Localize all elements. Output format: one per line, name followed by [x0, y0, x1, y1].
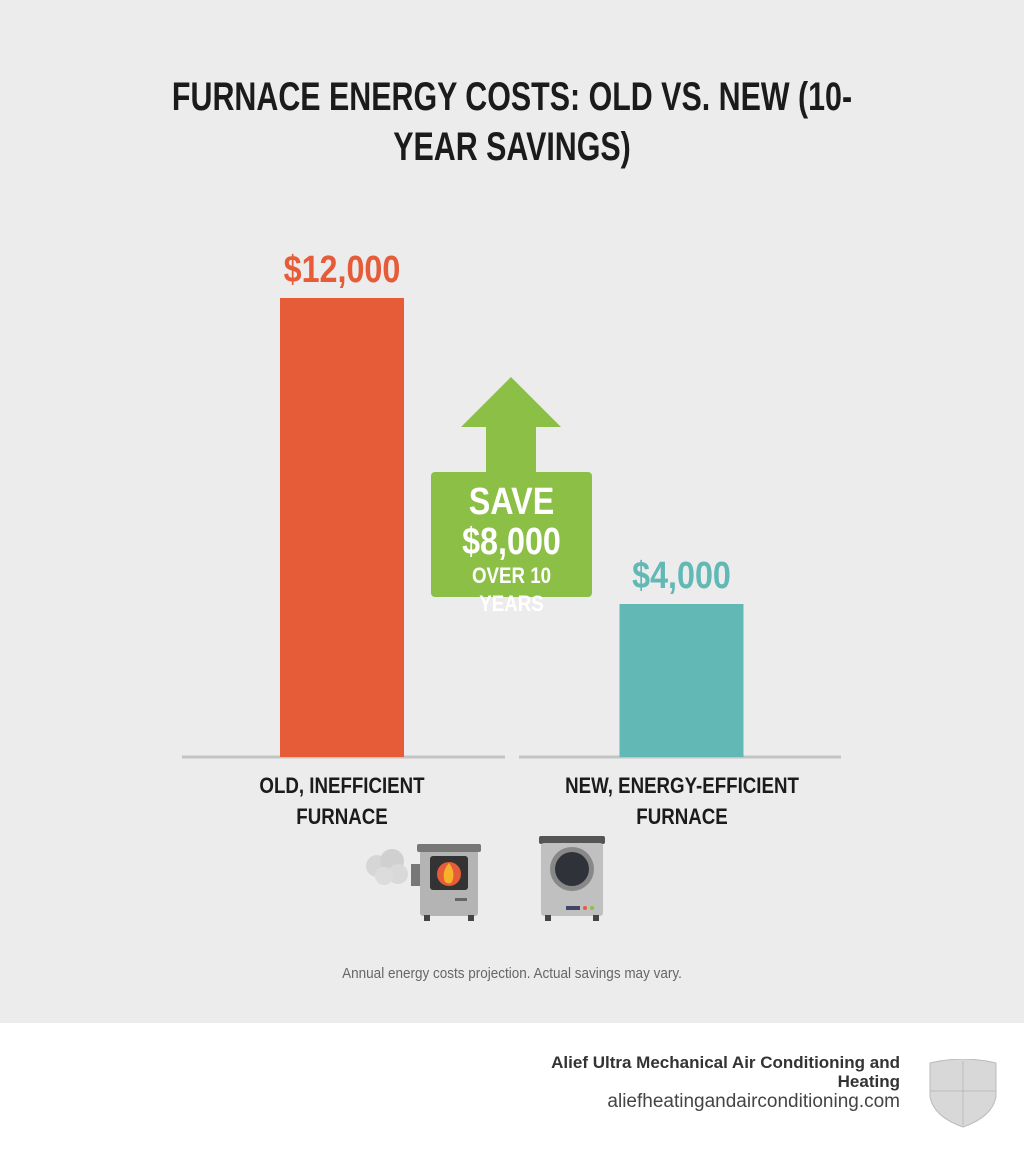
value-label: $4,000: [632, 555, 731, 597]
annotation-text: OVER 10 YEARS: [472, 563, 551, 616]
chart-title: FURNACE ENERGY COSTS: OLD VS. NEW (10-YE…: [171, 75, 853, 169]
old-furnace-icon: [366, 844, 481, 921]
value-label: $12,000: [284, 249, 401, 291]
logo: [929, 1059, 997, 1128]
annotation-text: $8,000: [462, 521, 561, 563]
footnote: Annual energy costs projection. Actual s…: [342, 965, 682, 982]
website: aliefheatingandairconditioning.com: [607, 1091, 900, 1112]
bar: [619, 604, 744, 757]
bar: [280, 298, 404, 757]
chart: $12,000 $4,000: [182, 249, 841, 921]
company-name: Alief Ultra Mechanical Air Conditioning …: [551, 1053, 900, 1091]
footer: Alief Ultra Mechanical Air Conditioning …: [0, 1023, 1024, 1154]
category-label: OLD, INEFFICIENT FURNACE: [259, 773, 425, 829]
category-label: NEW, ENERGY-EFFICIENT FURNACE: [564, 773, 799, 829]
savings-arrow: [461, 377, 561, 480]
annotation-text: SAVE: [468, 481, 555, 523]
new-furnace-icon: [539, 836, 605, 921]
savings-callout: SAVE $8,000 OVER 10 YEARS: [431, 472, 592, 616]
